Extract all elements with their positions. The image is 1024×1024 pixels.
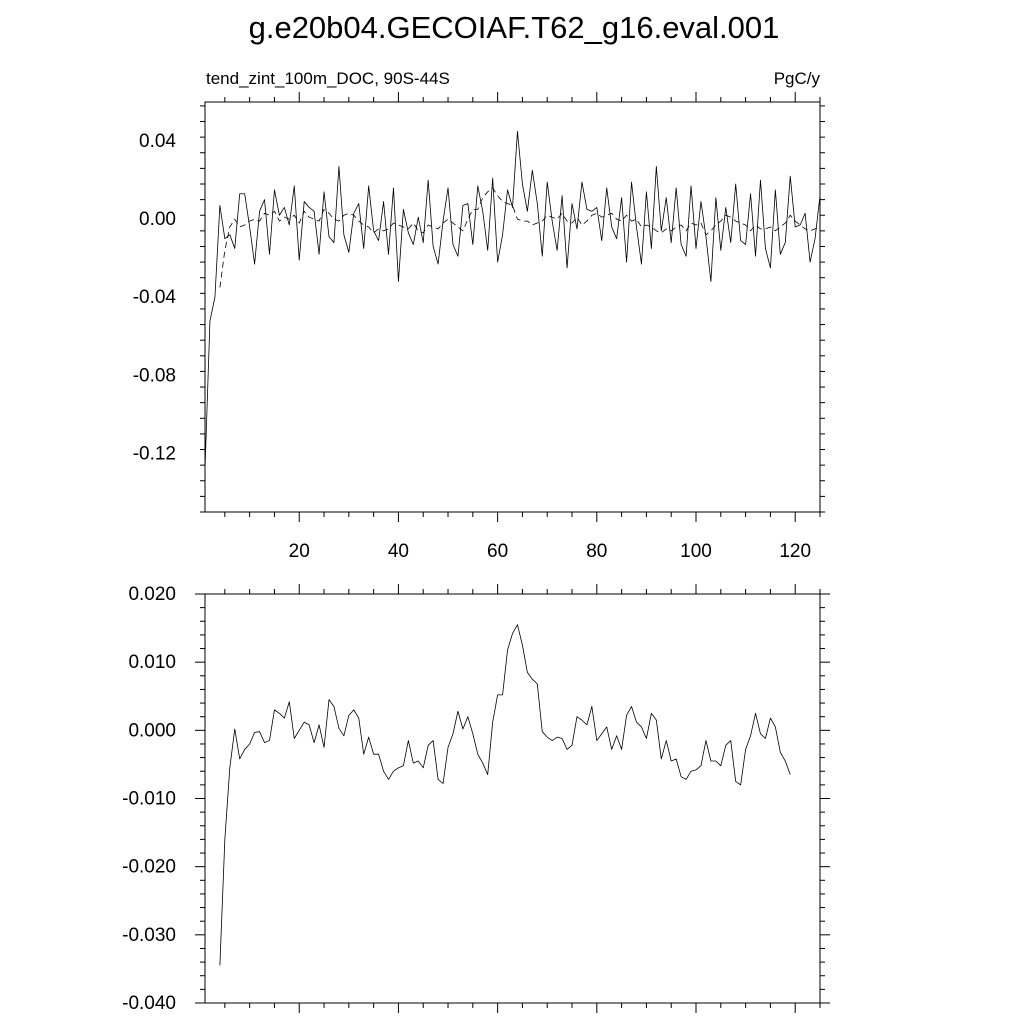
bottom-series-solid-line — [219, 624, 791, 966]
top-y-tick-label: -0.04 — [133, 287, 177, 308]
bottom-panel: 0.020 0.010 0.000 -0.010 -0.020 -0.030 -0.040 — [122, 584, 830, 1014]
top-x-tick-label: 120 — [779, 541, 811, 562]
top-x-tick-label: 60 — [487, 541, 508, 562]
bottom-y-tick-label: -0.040 — [122, 993, 176, 1014]
bottom-y-tick-label: -0.020 — [122, 857, 176, 878]
top-x-tick-label: 80 — [586, 541, 607, 562]
top-panel: tend_zint_100m_DOC, 90S-44S PgC/y 0.04 0.… — [133, 69, 825, 562]
bottom-y-tick-label: -0.010 — [122, 789, 176, 810]
top-series-dashed-line — [219, 187, 821, 288]
bottom-y-tick-label: 0.000 — [128, 720, 176, 741]
top-y-tick-label: 0.04 — [139, 131, 176, 152]
figure-title: g.e20b04.GECOIAF.T62_g16.eval.001 — [249, 10, 780, 45]
top-panel-left-label: tend_zint_100m_DOC, 90S-44S — [206, 69, 450, 88]
top-series-solid-line — [204, 130, 821, 470]
bottom-y-tick-label: 0.010 — [128, 652, 176, 673]
top-y-tick-label: -0.12 — [133, 443, 176, 464]
top-x-tick-label: 20 — [289, 541, 310, 562]
top-y-tick-label: -0.08 — [133, 365, 176, 386]
top-x-tick-label: 40 — [388, 541, 409, 562]
bottom-y-tick-label: -0.030 — [122, 925, 176, 946]
top-x-tick-label: 100 — [680, 541, 712, 562]
top-panel-right-label: PgC/y — [774, 69, 821, 88]
top-plot-frame — [204, 101, 821, 513]
top-y-tick-label: 0.00 — [139, 209, 176, 230]
bottom-y-tick-label: 0.020 — [128, 584, 176, 605]
